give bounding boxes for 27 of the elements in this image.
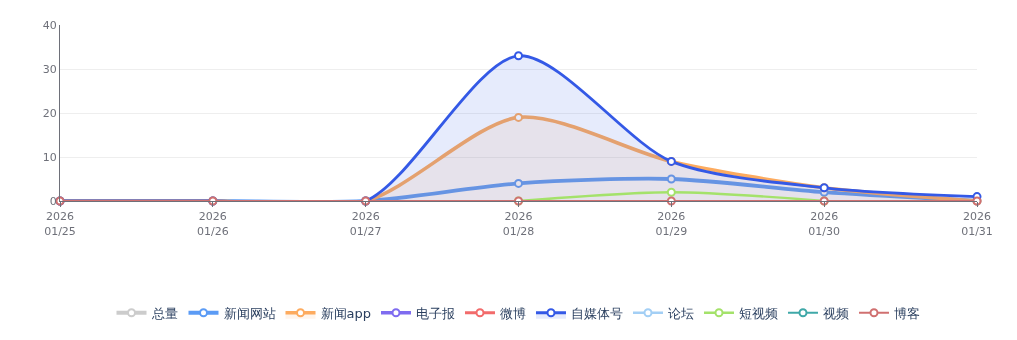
legend-label: 自媒体号: [570, 305, 623, 321]
point: [514, 178, 523, 188]
legend-label: 新闻app: [320, 305, 371, 321]
legend-label: 视频: [822, 305, 849, 321]
legend-label: 总量: [150, 305, 178, 321]
point: [666, 187, 676, 197]
legend-label: 新闻网站: [223, 305, 276, 321]
y-tick-label: 40: [42, 18, 57, 32]
legend-label: 微博: [499, 305, 526, 321]
point: [666, 174, 676, 184]
legend-label: 短视频: [738, 305, 778, 321]
point: [514, 112, 523, 122]
x-tick-label: 2026 01/30: [808, 210, 841, 238]
x-tick-label: 2026 01/27: [349, 210, 382, 238]
y-tick-label: 20: [42, 106, 57, 120]
legend-label: 论坛: [667, 305, 694, 321]
point: [514, 51, 523, 61]
y-tick-label: 10: [42, 150, 57, 164]
x-tick-label: 2026 01/31: [961, 210, 993, 238]
legend-label: 博客: [893, 305, 920, 321]
x-tick-label: 2026 01/29: [655, 210, 688, 238]
legend-label: 电子报: [415, 305, 455, 321]
x-tick-label: 2026 01/25: [44, 210, 76, 238]
x-tick-label: 2026 01/28: [502, 210, 535, 238]
x-tick-label: 2026 01/26: [196, 210, 229, 238]
y-tick-label: 30: [42, 62, 57, 76]
y-tick-label: 0: [49, 194, 57, 208]
